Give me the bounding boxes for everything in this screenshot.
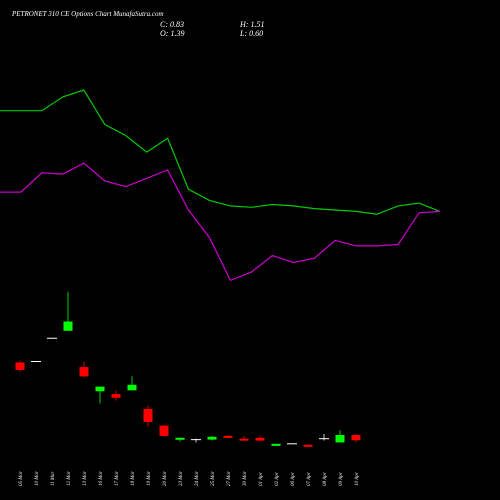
x-tick-label: 24 Mar [195,471,200,486]
candle-body [223,435,233,438]
x-tick-label: 12 Mar [67,471,72,486]
candle-body [239,438,249,441]
low-value: L: 0.60 [240,29,264,38]
upper-line-series [0,89,441,215]
close-value: C: 0.83 [160,20,184,29]
candle-body [143,408,153,422]
x-tick-label: 18 Mar [131,471,136,486]
candle-body [111,394,121,398]
candle-body [351,435,361,441]
candle-body [79,367,89,377]
candle-body [63,321,73,331]
x-tick-label: 09 Apr [339,472,344,486]
x-tick-label: 05 Mar [19,471,24,486]
candle-body [95,386,105,392]
x-tick-label: 07 Apr [307,472,312,486]
lower-line-series [0,162,440,282]
x-tick-label: 19 Mar [147,471,152,486]
candle-body [175,437,185,440]
x-tick-label: 10 Mar [35,471,40,486]
x-tick-label: 16 Mar [99,471,104,486]
open-value: O: 1.39 [160,29,185,38]
x-tick-label: 06 Apr [291,472,296,486]
x-tick-label: 13 Mar [83,471,88,486]
candle-body [207,436,217,440]
x-tick-label: 30 Mar [243,471,248,486]
candle-body [255,437,265,441]
x-tick-label: 02 Apr [275,472,280,486]
x-tick-label: 10 Apr [355,472,360,486]
x-tick-label: 23 Mar [179,471,184,486]
x-tick-label: 01 Apr [259,472,264,486]
x-tick-label: 08 Apr [323,472,328,486]
x-tick-label: 25 Mar [211,471,216,486]
candle-body [271,443,281,446]
candle-body [303,444,313,447]
candle-body [335,434,345,443]
candle-body [127,384,137,391]
x-tick-label: 17 Mar [115,471,120,486]
x-tick-label: 20 Mar [163,471,168,486]
chart-title: PETRONET 310 CE Options Chart MunafaSutr… [12,10,164,18]
x-tick-label: 11 Mar [51,471,56,486]
high-value: H: 1.51 [240,20,265,29]
candle-body [159,425,169,436]
x-tick-label: 27 Mar [227,471,232,486]
candle-body [15,362,25,370]
